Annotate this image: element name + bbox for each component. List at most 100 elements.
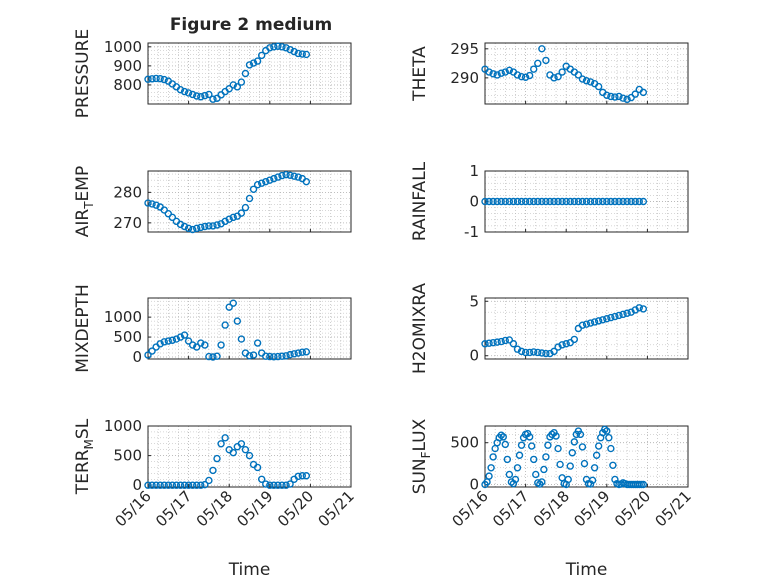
series-air_temp [144,170,311,234]
data-point [148,347,156,355]
data-point [237,209,246,217]
data-point [525,197,534,206]
data-point [599,197,607,206]
data-point [566,338,574,347]
data-point [152,74,160,83]
data-point [603,427,611,435]
data-point [253,463,262,472]
y-axis-label: SUNFLUX [410,418,433,494]
data-point [501,440,509,449]
data-point [282,170,290,179]
data-point [594,317,603,325]
grid-minor [485,298,688,359]
axes-box [147,170,352,233]
data-point [489,197,497,206]
data-point [168,213,177,222]
data-point [550,347,558,356]
data-point [550,197,558,206]
data-point [530,348,538,356]
data-point [517,72,526,81]
panel-air_temp: 270 280 AIRTEMP [73,166,352,237]
data-point [515,451,524,459]
figure-title: Figure 2 medium [170,15,332,35]
data-point [302,472,311,480]
data-point [485,197,493,206]
data-point [542,453,550,461]
data-point [282,44,290,52]
data-point [554,197,562,206]
data-point [298,348,306,356]
data-point [509,479,518,488]
data-point [513,464,522,472]
data-point [188,225,197,234]
data-point [205,352,213,361]
y-axis-label: MIXDEPTH [73,284,93,373]
series-h2omixra [481,304,648,358]
data-point [586,197,595,206]
data-point [262,480,270,488]
data-point [201,341,209,349]
data-point [229,299,237,307]
data-point [257,51,266,60]
data-point [213,352,221,360]
data-point [257,475,266,484]
data-point [253,339,262,347]
y-axis-label: PRESSURE [73,29,93,118]
data-point [580,459,589,468]
data-point [542,56,550,65]
data-point [172,481,181,489]
data-point [546,197,554,206]
axes-box [484,297,689,360]
data-point [156,340,164,348]
data-point [164,209,173,218]
data-point [144,481,152,489]
data-point [538,45,546,53]
data-point [588,476,597,485]
data-point [570,438,579,446]
data-point [270,174,278,183]
data-point [578,321,587,329]
data-point [558,197,566,206]
data-point [302,50,311,59]
panel-theta: 290 295 THETA [410,40,689,105]
y-tick-label: 800 [113,76,142,94]
data-point [607,92,615,101]
data-point [221,217,229,226]
y-tick-label: 500 [450,434,479,452]
data-point [536,480,544,488]
data-point [205,222,213,230]
data-point [286,171,294,179]
y-axis-label: H2OMIXRA [410,283,430,374]
data-point [497,337,505,346]
grid-minor [485,426,688,487]
data-point [270,481,278,489]
data-point [485,339,493,347]
data-point [245,194,254,203]
data-point [201,480,209,489]
data-point [205,90,213,99]
data-point [262,352,270,360]
data-point [603,314,611,323]
data-point [176,220,185,229]
data-point [249,351,258,359]
data-point [609,461,617,469]
data-point [193,224,201,233]
data-point [627,197,635,206]
x-tick-label: 05/19 [570,487,613,530]
data-point [197,481,205,489]
data-point [493,338,501,346]
data-point [639,88,648,97]
data-point [554,72,562,81]
data-point [286,350,294,359]
data-point [176,333,185,341]
data-point [188,341,197,349]
data-point [517,347,526,356]
data-point [570,335,579,344]
data-point [172,335,181,343]
data-point [570,197,579,206]
y-tick-label: 0 [132,348,142,366]
data-point [586,78,595,86]
data-point [558,474,566,482]
data-point [592,451,601,459]
data-point [607,313,615,322]
